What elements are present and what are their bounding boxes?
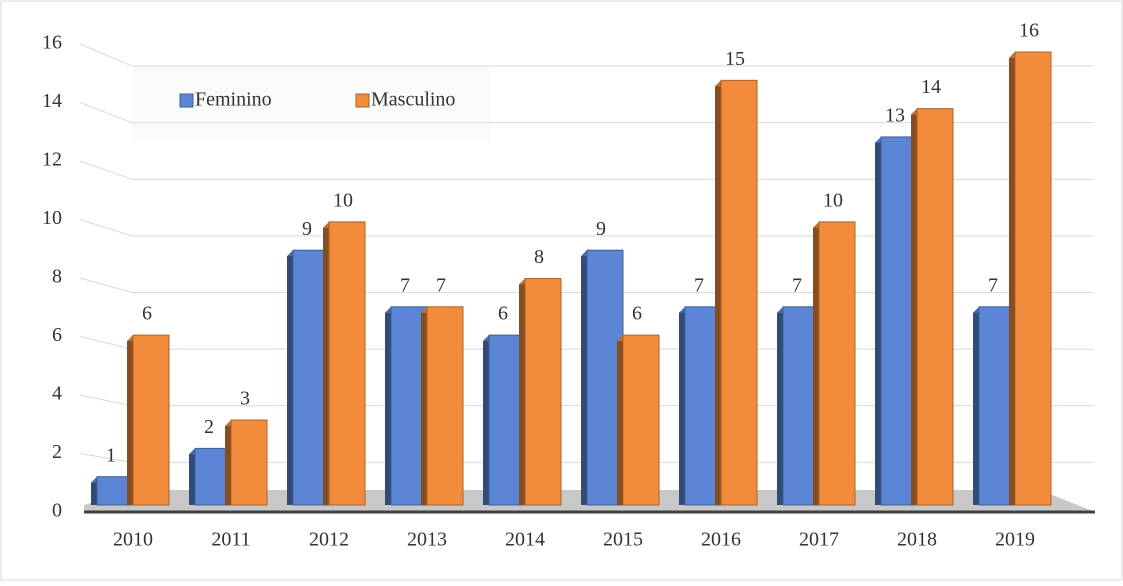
bar-side: [777, 306, 783, 505]
data-label: 16: [1019, 20, 1039, 42]
x-tick-label: 2010: [113, 529, 153, 551]
data-label: 6: [142, 303, 152, 325]
grid-line: [79, 160, 1094, 180]
x-tick-label: 2014: [505, 529, 545, 551]
bar: [524, 278, 562, 506]
y-tick-label: 12: [42, 149, 62, 171]
x-tick-label: 2013: [407, 529, 447, 551]
bar-side: [323, 221, 329, 505]
bar-side: [1009, 52, 1015, 505]
bar: [230, 419, 268, 506]
y-tick-label: 0: [52, 500, 62, 522]
bar: [720, 79, 758, 506]
y-tick-label: 6: [52, 324, 62, 346]
bar-side: [715, 80, 721, 505]
bar: [622, 334, 660, 506]
bar-side: [679, 306, 685, 505]
bar-side: [973, 306, 979, 505]
bar-side: [385, 306, 391, 505]
bar-side: [225, 420, 231, 505]
x-tick-label: 2019: [995, 529, 1035, 551]
x-tick-label: 2017: [799, 529, 839, 551]
bar-side: [519, 278, 525, 505]
bar-side: [581, 250, 587, 505]
x-tick-label: 2012: [309, 529, 349, 551]
legend-swatch: [355, 93, 370, 108]
y-tick-label: 8: [52, 266, 62, 288]
x-tick-label: 2018: [897, 529, 937, 551]
bar-side: [813, 221, 819, 505]
data-label: 7: [436, 274, 446, 296]
bar-side: [911, 108, 917, 505]
bar: [916, 108, 954, 506]
x-tick-label: 2015: [603, 529, 643, 551]
y-tick-label: 14: [42, 90, 62, 112]
grid-line: [79, 219, 1094, 237]
bar-side: [421, 306, 427, 505]
data-label: 9: [302, 218, 312, 240]
data-label: 7: [792, 274, 802, 296]
data-label: 14: [921, 76, 941, 98]
bar: [818, 221, 856, 506]
data-label: 9: [596, 218, 606, 240]
data-label: 10: [333, 189, 353, 211]
data-label: 6: [498, 303, 508, 325]
data-label: 10: [823, 189, 843, 211]
data-label: 1: [106, 444, 116, 466]
data-label: 15: [725, 48, 745, 70]
legend-label: Masculino: [371, 89, 455, 111]
data-label: 6: [632, 303, 642, 325]
bar-side: [287, 250, 293, 505]
data-label: 13: [885, 105, 905, 127]
grid-line: [79, 102, 1094, 124]
y-tick-label: 16: [42, 32, 62, 54]
x-tick-label: 2011: [211, 529, 250, 551]
bar: [1014, 51, 1052, 506]
y-tick-label: 4: [52, 383, 62, 405]
bar: [328, 221, 366, 506]
y-tick-label: 2: [52, 441, 62, 463]
bar: [132, 334, 170, 506]
bar-side: [483, 335, 489, 505]
y-tick-label: 10: [42, 207, 62, 229]
x-tick-label: 2016: [701, 529, 741, 551]
bar-side: [127, 335, 133, 505]
data-label: 3: [240, 388, 250, 410]
bar-side: [91, 476, 97, 505]
bar: [426, 306, 464, 506]
grid-line: [79, 277, 1094, 293]
data-label: 2: [204, 416, 214, 438]
grid-line: [79, 43, 1094, 67]
bar-side: [189, 448, 195, 505]
data-label: 8: [534, 246, 544, 268]
data-label: 7: [988, 274, 998, 296]
data-label: 7: [400, 274, 410, 296]
legend-swatch: [179, 93, 194, 108]
data-label: 7: [694, 274, 704, 296]
bar-side: [617, 335, 623, 505]
bar-side: [875, 136, 881, 505]
legend-label: Feminino: [195, 89, 272, 111]
